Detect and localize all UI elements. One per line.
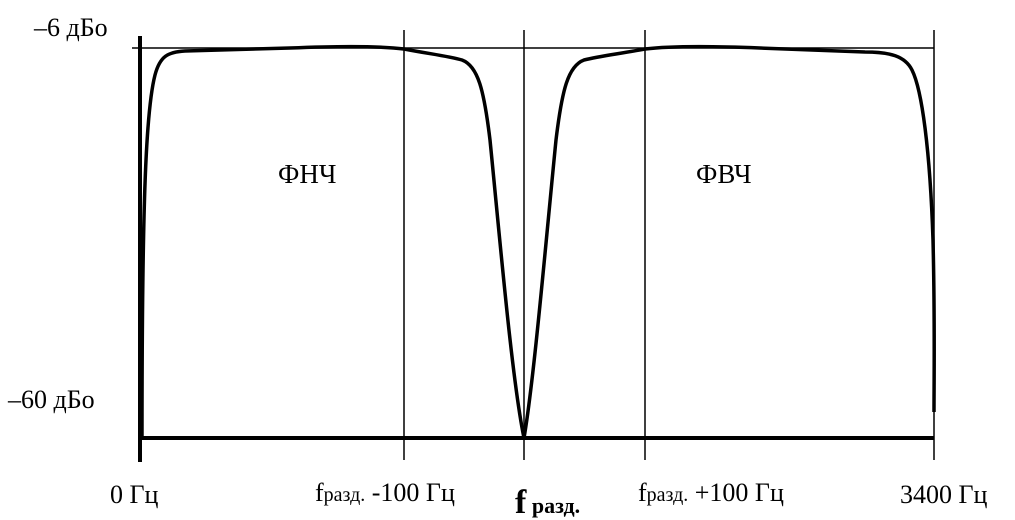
x-center-mark-label: f разд. — [515, 484, 580, 520]
highpass-label: ФВЧ — [696, 159, 752, 189]
x-right-mark-suffix: +100 Гц — [688, 478, 784, 507]
x-right-mark-main: f — [638, 478, 647, 507]
x-right-mark-sub: разд. — [647, 484, 689, 506]
y-top-label: –6 дБо — [33, 13, 108, 42]
x-end-label: 3400 Гц — [900, 480, 988, 509]
x-left-mark-main: f — [315, 478, 324, 507]
x-left-mark-suffix: -100 Гц — [365, 478, 455, 507]
x-center-mark-main: f — [515, 484, 527, 520]
lowpass-curve — [140, 44, 526, 441]
highpass-curve — [522, 44, 936, 439]
x-right-mark-label: fразд. +100 Гц — [638, 478, 784, 507]
x-start-label: 0 Гц — [110, 480, 159, 509]
lowpass-label: ФНЧ — [278, 159, 336, 189]
x-center-mark-sub: разд. — [526, 493, 580, 518]
x-left-mark-sub: разд. — [324, 484, 366, 506]
y-bottom-label: –60 дБо — [7, 385, 95, 414]
x-left-mark-label: fразд. -100 Гц — [315, 478, 455, 507]
